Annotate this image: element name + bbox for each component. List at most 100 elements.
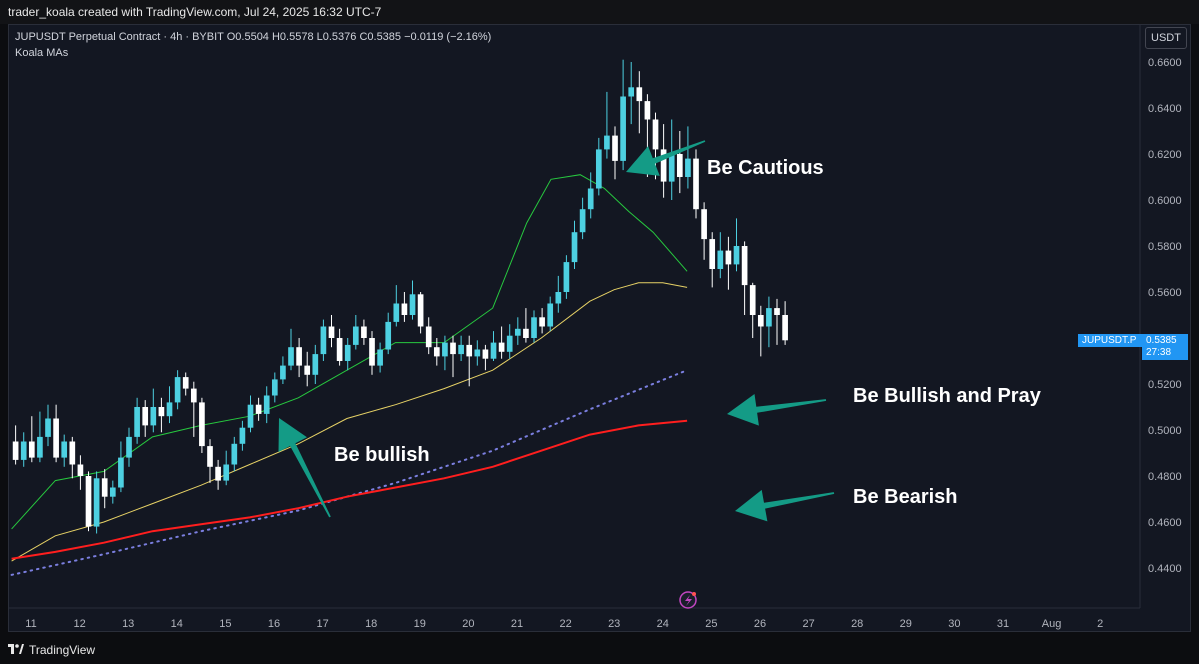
x-tick-label: 31 bbox=[997, 618, 1009, 630]
candle-body bbox=[69, 441, 76, 465]
currency-button[interactable]: USDT bbox=[1145, 27, 1187, 49]
candle-body bbox=[685, 158, 691, 177]
last-price-value: 0.5385 bbox=[1146, 335, 1177, 346]
candle-body bbox=[506, 335, 513, 352]
candle-body bbox=[741, 246, 748, 286]
candle-body bbox=[644, 101, 651, 120]
symbol-ohlc-line: JUPUSDT Perpetual Contract · 4h · BYBIT … bbox=[15, 31, 492, 43]
y-tick-label: 0.4800 bbox=[1148, 471, 1182, 483]
candle-body bbox=[158, 407, 165, 417]
candle-body bbox=[393, 303, 400, 322]
annotation-be-bullish: Be bullish bbox=[334, 444, 430, 466]
candle-body bbox=[709, 239, 716, 269]
candle-body bbox=[85, 476, 92, 527]
candle-body bbox=[725, 250, 732, 265]
candle-body bbox=[207, 446, 213, 467]
x-tick-label: 26 bbox=[754, 618, 766, 630]
candle-body bbox=[668, 154, 675, 182]
candle-body bbox=[636, 87, 643, 102]
x-tick-label: 14 bbox=[171, 618, 183, 630]
candle-body bbox=[450, 342, 456, 355]
x-tick-label: 20 bbox=[462, 618, 474, 630]
candle-body bbox=[733, 246, 740, 265]
arrow-bearish bbox=[735, 489, 835, 522]
moving-average-line bbox=[11, 174, 688, 530]
y-tick-label: 0.5600 bbox=[1148, 287, 1182, 299]
candle-body bbox=[474, 349, 481, 357]
candle-body bbox=[595, 149, 602, 189]
tradingview-logo-icon bbox=[8, 644, 24, 654]
tradingview-brand[interactable]: TradingView bbox=[8, 643, 95, 657]
arrow-bullish-and-pray bbox=[727, 394, 827, 426]
candle-body bbox=[61, 441, 68, 458]
candle-body bbox=[126, 436, 132, 458]
candle-body bbox=[336, 338, 343, 361]
x-tick-label: 17 bbox=[316, 618, 328, 630]
candle-body bbox=[328, 326, 335, 338]
y-tick-label: 0.6600 bbox=[1148, 57, 1182, 69]
candle-body bbox=[271, 379, 278, 396]
candle-body bbox=[199, 402, 205, 447]
x-tick-label: 18 bbox=[365, 618, 377, 630]
candle-body bbox=[547, 303, 554, 327]
symbol-price-label: JUPUSDT.P bbox=[1078, 334, 1142, 347]
candle-body bbox=[352, 326, 359, 345]
x-tick-label: 28 bbox=[851, 618, 863, 630]
arrow-cautious bbox=[626, 140, 706, 176]
candle-body bbox=[93, 478, 100, 527]
last-price-box: 0.5385 27:38 bbox=[1142, 334, 1188, 360]
y-tick-label: 0.6400 bbox=[1148, 103, 1182, 115]
event-dot bbox=[692, 592, 696, 596]
candle-body bbox=[134, 407, 140, 437]
y-tick-label: 0.6200 bbox=[1148, 149, 1182, 161]
candle-body bbox=[231, 443, 238, 465]
candle-body bbox=[693, 158, 699, 210]
x-tick-label: 25 bbox=[705, 618, 717, 630]
y-tick-label: 0.5800 bbox=[1148, 241, 1182, 253]
candle-body bbox=[539, 317, 545, 327]
candle-body bbox=[749, 285, 756, 315]
y-tick-label: 0.5200 bbox=[1148, 379, 1182, 391]
candle-body bbox=[223, 464, 230, 481]
x-tick-label: 23 bbox=[608, 618, 620, 630]
chart-panel[interactable] bbox=[8, 24, 1191, 632]
brand-name: TradingView bbox=[29, 643, 96, 657]
candle-body bbox=[401, 303, 408, 315]
x-tick-label: 27 bbox=[802, 618, 814, 630]
candle-body bbox=[514, 328, 521, 336]
x-tick-label: 15 bbox=[219, 618, 231, 630]
x-tick-label: 30 bbox=[948, 618, 960, 630]
x-tick-label: 2 bbox=[1097, 618, 1103, 630]
candle-body bbox=[425, 326, 432, 348]
candle-body bbox=[288, 347, 294, 366]
indicator-name[interactable]: Koala MAs bbox=[15, 47, 69, 59]
candle-body bbox=[612, 135, 618, 161]
y-tick-label: 0.4400 bbox=[1148, 563, 1182, 575]
candle-body bbox=[255, 404, 262, 414]
header-bar: trader_koala created with TradingView.co… bbox=[0, 0, 1199, 24]
candle-body bbox=[37, 436, 43, 458]
candle-body bbox=[409, 294, 416, 315]
x-tick-label: 29 bbox=[900, 618, 912, 630]
candle-body bbox=[442, 342, 448, 357]
candle-body bbox=[555, 292, 562, 304]
candle-body bbox=[174, 377, 181, 403]
moving-average-line bbox=[11, 282, 688, 562]
chart-legend: JUPUSDT Perpetual Contract · 4h · BYBIT … bbox=[15, 30, 491, 60]
candle-body bbox=[239, 427, 246, 444]
candle-body bbox=[109, 487, 116, 497]
x-tick-label: 22 bbox=[559, 618, 571, 630]
bar-countdown: 27:38 bbox=[1146, 347, 1172, 358]
candle-body bbox=[150, 407, 157, 426]
y-tick-label: 0.5000 bbox=[1148, 425, 1182, 437]
candle-body bbox=[182, 377, 189, 389]
candle-body bbox=[20, 441, 27, 460]
candle-body bbox=[628, 87, 635, 97]
arrow-bullish bbox=[278, 418, 331, 518]
candle-body bbox=[757, 315, 764, 327]
candle-body bbox=[320, 326, 327, 355]
candle-body bbox=[587, 188, 594, 210]
candle-body bbox=[433, 347, 440, 357]
candle-body bbox=[531, 317, 537, 338]
